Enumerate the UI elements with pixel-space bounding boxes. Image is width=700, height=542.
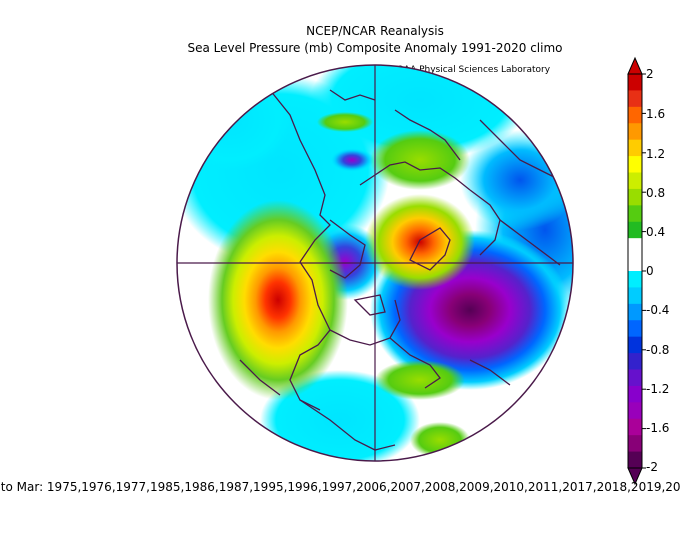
coastlines (239, 89, 561, 451)
colorbar-segment (628, 90, 642, 108)
colorbar-max-arrow (627, 56, 643, 75)
colorbar-segment (628, 435, 642, 453)
colorbar-label: -1.2 (646, 382, 670, 396)
colorbar-segment (628, 106, 642, 124)
colorbar-label: -0.4 (646, 303, 670, 317)
colorbar-segment (628, 123, 642, 141)
colorbar-segment (628, 353, 642, 370)
colorbar-label: -0.8 (646, 343, 670, 357)
pacific-high-anomaly (208, 200, 348, 400)
credit-label: NOAA Physical Sciences Laboratory (390, 65, 551, 75)
colorbar-label: 1.2 (646, 147, 666, 161)
colorbar-label: 0.8 (646, 186, 666, 200)
colorbar-segment (628, 451, 642, 469)
colorbar-segment (628, 188, 642, 206)
siberian-high-anomaly (365, 194, 475, 290)
colorbar-min-arrow (627, 467, 643, 486)
colorbar-label: 2 (646, 67, 654, 81)
colorbar-segment (628, 172, 642, 190)
colorbar-label: -1.6 (646, 421, 670, 435)
colorbar-segment (628, 320, 642, 338)
colorbar-segment (628, 303, 642, 321)
colorbar-segment (628, 221, 642, 239)
colorbar-segment (628, 254, 642, 272)
colorbar-label: 0 (646, 264, 654, 278)
colorbar-segment (628, 74, 642, 91)
colorbar-segment (628, 271, 642, 288)
colorbar-label: -2 (646, 460, 658, 474)
composite-years: an to Mar: 1975,1976,1977,1985,1986,1987… (0, 480, 681, 494)
colorbar-segment (628, 238, 642, 256)
colorbar-label: 1.6 (646, 107, 666, 121)
page-subtitle: Sea Level Pressure (mb) Composite Anomal… (187, 41, 563, 55)
colorbar-segment (628, 287, 642, 305)
colorbar-segment (628, 156, 642, 173)
map-boundary (176, 64, 574, 462)
small-low-anomaly (330, 148, 374, 172)
colorbar-segment (628, 205, 642, 223)
colorbar-label: 0.4 (646, 225, 666, 239)
colorbar-segment (628, 402, 642, 420)
colorbar-segment (628, 369, 642, 387)
colorbar-segment (628, 385, 642, 403)
colorbar-segment (628, 139, 642, 157)
colorbar-segment (628, 336, 642, 354)
colorbar-segment (628, 418, 642, 436)
page-title: NCEP/NCAR Reanalysis (306, 24, 444, 38)
